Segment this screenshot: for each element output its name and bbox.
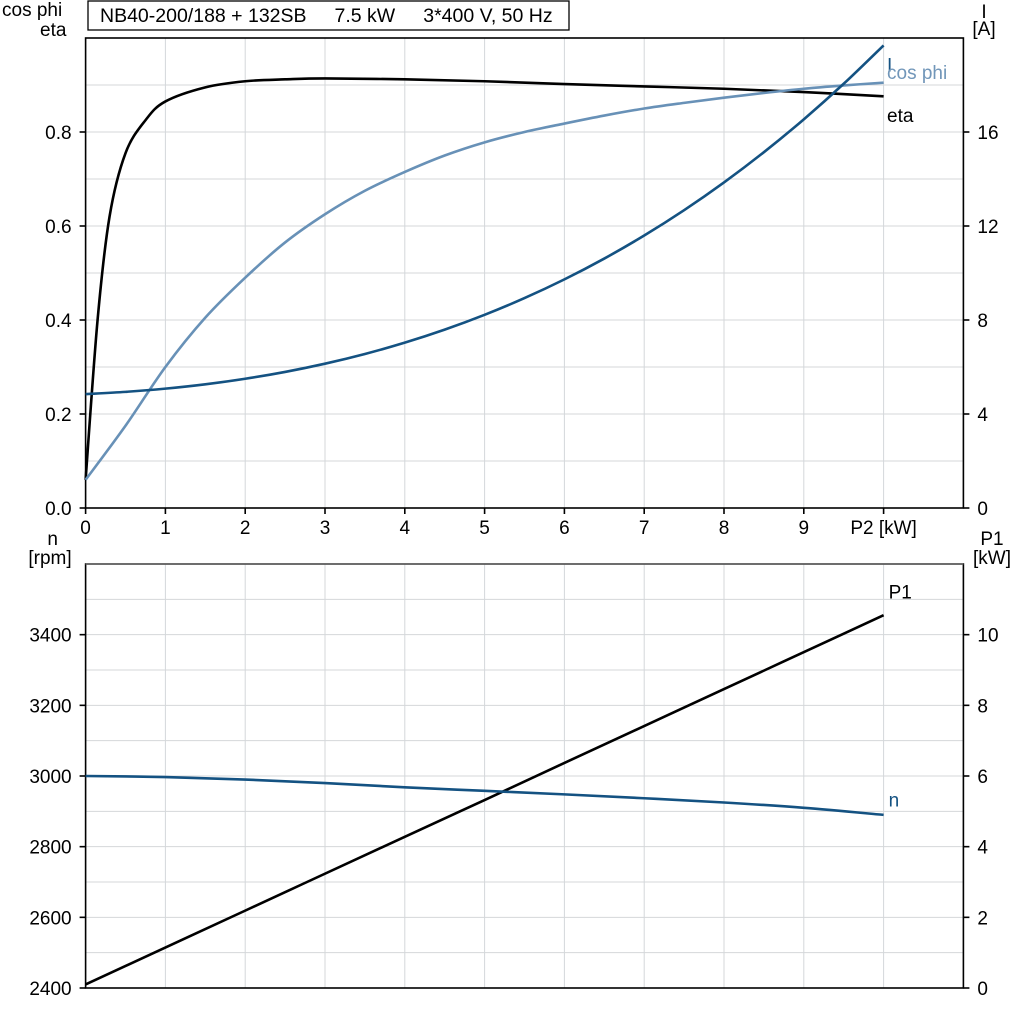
svg-text:0.6: 0.6 bbox=[45, 217, 71, 238]
svg-text:8: 8 bbox=[977, 696, 988, 717]
svg-text:9: 9 bbox=[799, 518, 810, 539]
svg-text:[rpm]: [rpm] bbox=[28, 548, 71, 569]
svg-text:n: n bbox=[889, 791, 900, 812]
svg-text:0.0: 0.0 bbox=[45, 499, 71, 520]
svg-text:0.8: 0.8 bbox=[45, 123, 71, 144]
svg-text:3400: 3400 bbox=[29, 626, 71, 647]
svg-text:2400: 2400 bbox=[29, 979, 71, 1000]
svg-text:10: 10 bbox=[977, 626, 998, 647]
svg-text:0.2: 0.2 bbox=[45, 405, 71, 426]
svg-text:3200: 3200 bbox=[29, 696, 71, 717]
svg-text:4: 4 bbox=[977, 838, 988, 859]
svg-text:2800: 2800 bbox=[29, 838, 71, 859]
svg-text:P2 [kW]: P2 [kW] bbox=[850, 518, 917, 539]
svg-text:0.4: 0.4 bbox=[45, 311, 72, 332]
svg-text:0: 0 bbox=[977, 499, 988, 520]
svg-text:1: 1 bbox=[160, 518, 171, 539]
svg-text:4: 4 bbox=[400, 518, 411, 539]
svg-text:[kW]: [kW] bbox=[973, 548, 1011, 569]
svg-text:P1: P1 bbox=[980, 529, 1003, 550]
svg-text:cos phi: cos phi bbox=[887, 63, 947, 84]
svg-text:0: 0 bbox=[80, 518, 91, 539]
svg-text:3: 3 bbox=[320, 518, 331, 539]
svg-text:2: 2 bbox=[977, 908, 988, 929]
svg-text:6: 6 bbox=[559, 518, 570, 539]
svg-text:eta: eta bbox=[887, 106, 914, 127]
svg-text:4: 4 bbox=[977, 405, 988, 426]
svg-text:8: 8 bbox=[977, 311, 988, 332]
svg-text:7: 7 bbox=[639, 518, 650, 539]
svg-text:8: 8 bbox=[719, 518, 730, 539]
svg-text:3000: 3000 bbox=[29, 767, 71, 788]
svg-text:cos phi: cos phi bbox=[2, 0, 62, 21]
svg-text:[A]: [A] bbox=[972, 19, 995, 40]
svg-text:6: 6 bbox=[977, 767, 988, 788]
svg-text:5: 5 bbox=[479, 518, 490, 539]
svg-text:0: 0 bbox=[977, 979, 988, 1000]
svg-text:2600: 2600 bbox=[29, 908, 71, 929]
svg-text:n: n bbox=[47, 529, 58, 550]
svg-text:12: 12 bbox=[977, 217, 998, 238]
svg-text:P1: P1 bbox=[889, 583, 912, 604]
svg-text:16: 16 bbox=[977, 123, 998, 144]
svg-text:2: 2 bbox=[240, 518, 251, 539]
svg-text:eta: eta bbox=[40, 20, 67, 41]
